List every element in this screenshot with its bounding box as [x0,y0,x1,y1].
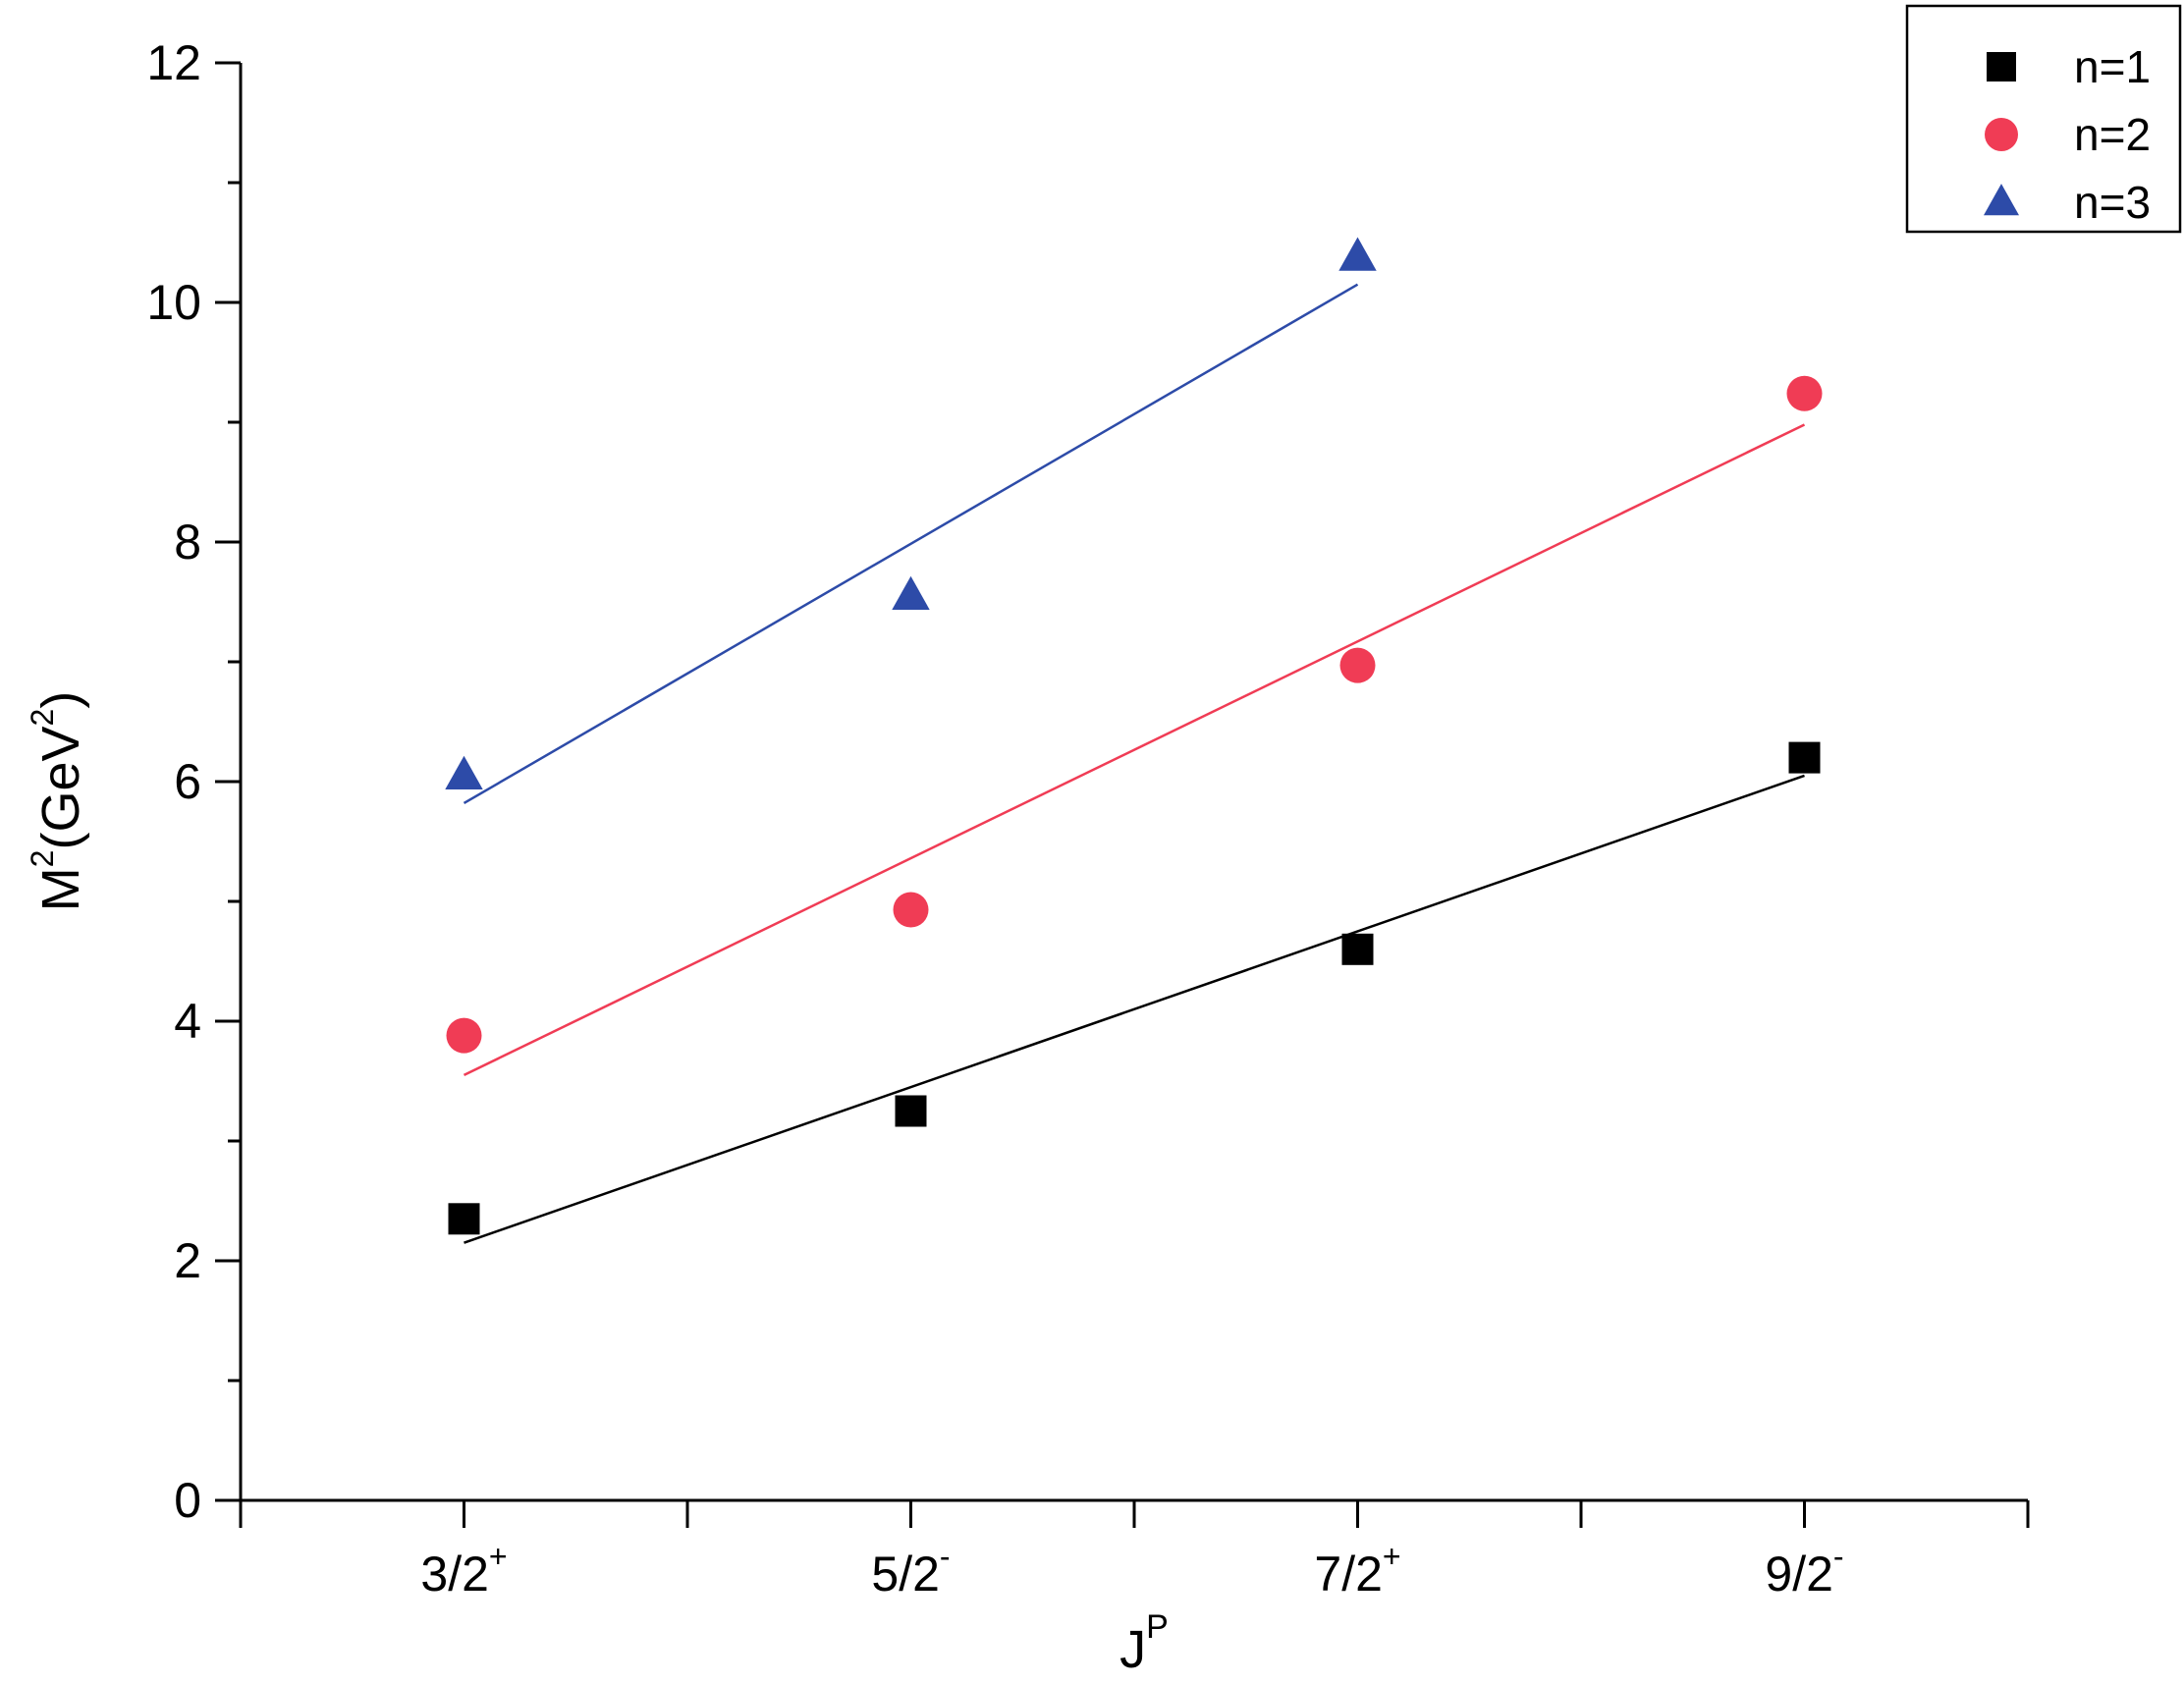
legend-label: n=1 [2074,41,2151,92]
data-point-n=1 [448,1203,480,1235]
x-tick-label-sup: + [489,1539,508,1574]
y-axis-title-sup: 2 [25,850,60,868]
x-tick-label-sup: - [1833,1539,1844,1574]
data-point-n=3 [445,755,483,790]
y-tick-label: 10 [146,275,201,330]
data-point-n=2 [1339,647,1376,683]
data-point-n=1 [1788,741,1821,774]
legend-marker-n=3 [1984,184,2019,216]
y-tick-label: 4 [174,994,201,1049]
legend-box [1905,4,2182,234]
x-axis-title-sup: P [1146,1608,1169,1646]
x-tick-label: 5/2- [871,1539,950,1602]
x-tick-label: 7/2+ [1314,1539,1400,1602]
legend-marker-n=1 [1987,52,2016,81]
data-point-n=3 [1338,237,1377,271]
data-point-n=1 [895,1095,927,1127]
x-tick-label-base: 7/2 [1314,1547,1383,1602]
x-tick-label-sup: + [1383,1539,1401,1574]
x-axis-title: JP [1119,1608,1169,1679]
data-point-n=1 [1341,933,1374,965]
data-point-n=2 [893,892,929,928]
y-axis-title: M2(GeV2) [25,691,90,912]
fit-line-n=2 [463,423,1806,1077]
x-tick-label: 3/2+ [420,1539,507,1602]
y-axis-title-part: (GeV [31,726,90,849]
y-axis-title-part: ) [31,691,90,709]
data-points [445,237,1823,1235]
y-tick-label: 6 [174,754,201,809]
x-tick-label-base: 5/2 [871,1547,940,1602]
data-point-n=2 [1786,375,1823,411]
legend: n=1 n=2 n=3 [1905,4,2182,234]
y-tick-label: 12 [146,35,201,90]
data-point-n=2 [446,1017,482,1054]
data-point-n=3 [892,575,930,611]
x-tick-label-base: 9/2 [1765,1547,1833,1602]
fit-line-n=3 [463,283,1359,805]
y-tick-label: 8 [174,515,201,570]
legend-label: n=3 [2074,177,2151,228]
x-tick-label: 9/2- [1765,1539,1843,1602]
y-axis-title-sup: 2 [25,709,60,727]
y-tick-label: 0 [174,1473,201,1528]
fit-line-n=1 [464,774,1805,1244]
x-tick-label-base: 3/2 [420,1547,489,1602]
y-tick-label: 2 [174,1233,201,1288]
fit-lines [463,283,1806,1244]
x-axis-title-base: J [1119,1620,1146,1679]
legend-label: n=2 [2074,109,2151,160]
y-axis-title-part: M [31,867,90,911]
x-tick-label-sup: - [940,1539,951,1574]
legend-marker-n=2 [1985,118,2018,151]
